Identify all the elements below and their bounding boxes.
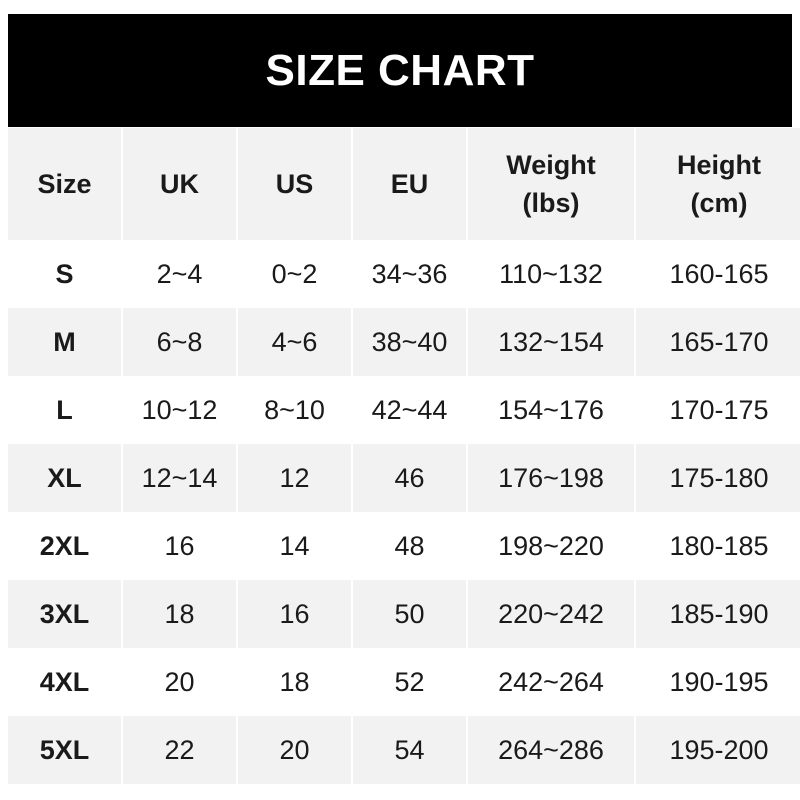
size-chart-title: SIZE CHART	[8, 14, 792, 127]
table-cell: 34~36	[371, 258, 448, 289]
table-cell: 6~8	[123, 308, 236, 376]
table-cell: 12	[238, 444, 351, 512]
table-cell: 16	[238, 580, 351, 648]
table-cell: 154~176	[498, 394, 604, 425]
table-cell: 10~12	[141, 394, 218, 425]
table-row: 2XL 16 14 48 198~220 180-185	[8, 512, 800, 580]
table-row: XL 12~14 12 46 176~198 175-180	[8, 444, 800, 512]
table-cell: 242~264	[498, 666, 604, 697]
table-cell: 14	[279, 530, 310, 561]
table-cell: 170-175	[669, 394, 769, 425]
table-row: 5XL 22 20 54 264~286 195-200	[8, 716, 800, 784]
table-cell: 20	[238, 716, 351, 784]
table-cell: 132~154	[468, 308, 634, 376]
table-row: 4XL 20 18 52 242~264 190-195	[8, 648, 800, 716]
table-cell: 46	[353, 444, 466, 512]
table-cell: 185-190	[636, 580, 800, 648]
table-cell: 42~44	[371, 394, 448, 425]
size-label: 3XL	[8, 580, 121, 648]
table-row: S 2~4 0~2 34~36 110~132 160-165	[8, 240, 800, 308]
table-row: M 6~8 4~6 38~40 132~154 165-170	[8, 308, 800, 376]
table-cell: 0~2	[271, 258, 318, 289]
table-cell: 4~6	[238, 308, 351, 376]
table-row: L 10~12 8~10 42~44 154~176 170-175	[8, 376, 800, 444]
table-cell: 190-195	[669, 666, 769, 697]
table-cell: 160-165	[669, 258, 769, 289]
table-row: 3XL 18 16 50 220~242 185-190	[8, 580, 800, 648]
table-cell: 8~10	[264, 394, 325, 425]
size-label: 2XL	[39, 530, 90, 561]
table-cell: 12~14	[123, 444, 236, 512]
table-cell: 54	[353, 716, 466, 784]
size-label: 5XL	[8, 716, 121, 784]
column-header: US	[238, 128, 351, 240]
column-header: Height (cm)	[636, 128, 800, 240]
table-cell: 198~220	[498, 530, 604, 561]
table-cell: 18	[279, 666, 310, 697]
size-label: S	[55, 258, 74, 289]
table-cell: 175-180	[636, 444, 800, 512]
size-label: M	[8, 308, 121, 376]
column-header: Size	[8, 128, 121, 240]
header-row: Size UK US EU Weight (lbs) Height (cm)	[8, 128, 800, 240]
table-cell: 16	[164, 530, 195, 561]
size-label: L	[56, 394, 73, 425]
size-chart-table: Size UK US EU Weight (lbs) Height (cm) S 2~4 0~…	[6, 128, 800, 784]
table-cell: 20	[164, 666, 195, 697]
table-cell: 18	[123, 580, 236, 648]
table-cell: 165-170	[636, 308, 800, 376]
table-cell: 50	[353, 580, 466, 648]
table-cell: 176~198	[468, 444, 634, 512]
size-label: 4XL	[39, 666, 90, 697]
table-cell: 2~4	[156, 258, 203, 289]
table-cell: 195-200	[636, 716, 800, 784]
table-cell: 264~286	[468, 716, 634, 784]
table-cell: 48	[394, 530, 425, 561]
table-cell: 38~40	[353, 308, 466, 376]
table-cell: 52	[394, 666, 425, 697]
column-header: EU	[353, 128, 466, 240]
column-header: Weight (lbs)	[468, 128, 634, 240]
table-cell: 22	[123, 716, 236, 784]
table-cell: 220~242	[468, 580, 634, 648]
table-cell: 110~132	[499, 258, 603, 289]
table-cell: 180-185	[669, 530, 769, 561]
column-header: UK	[123, 128, 236, 240]
size-label: XL	[8, 444, 121, 512]
